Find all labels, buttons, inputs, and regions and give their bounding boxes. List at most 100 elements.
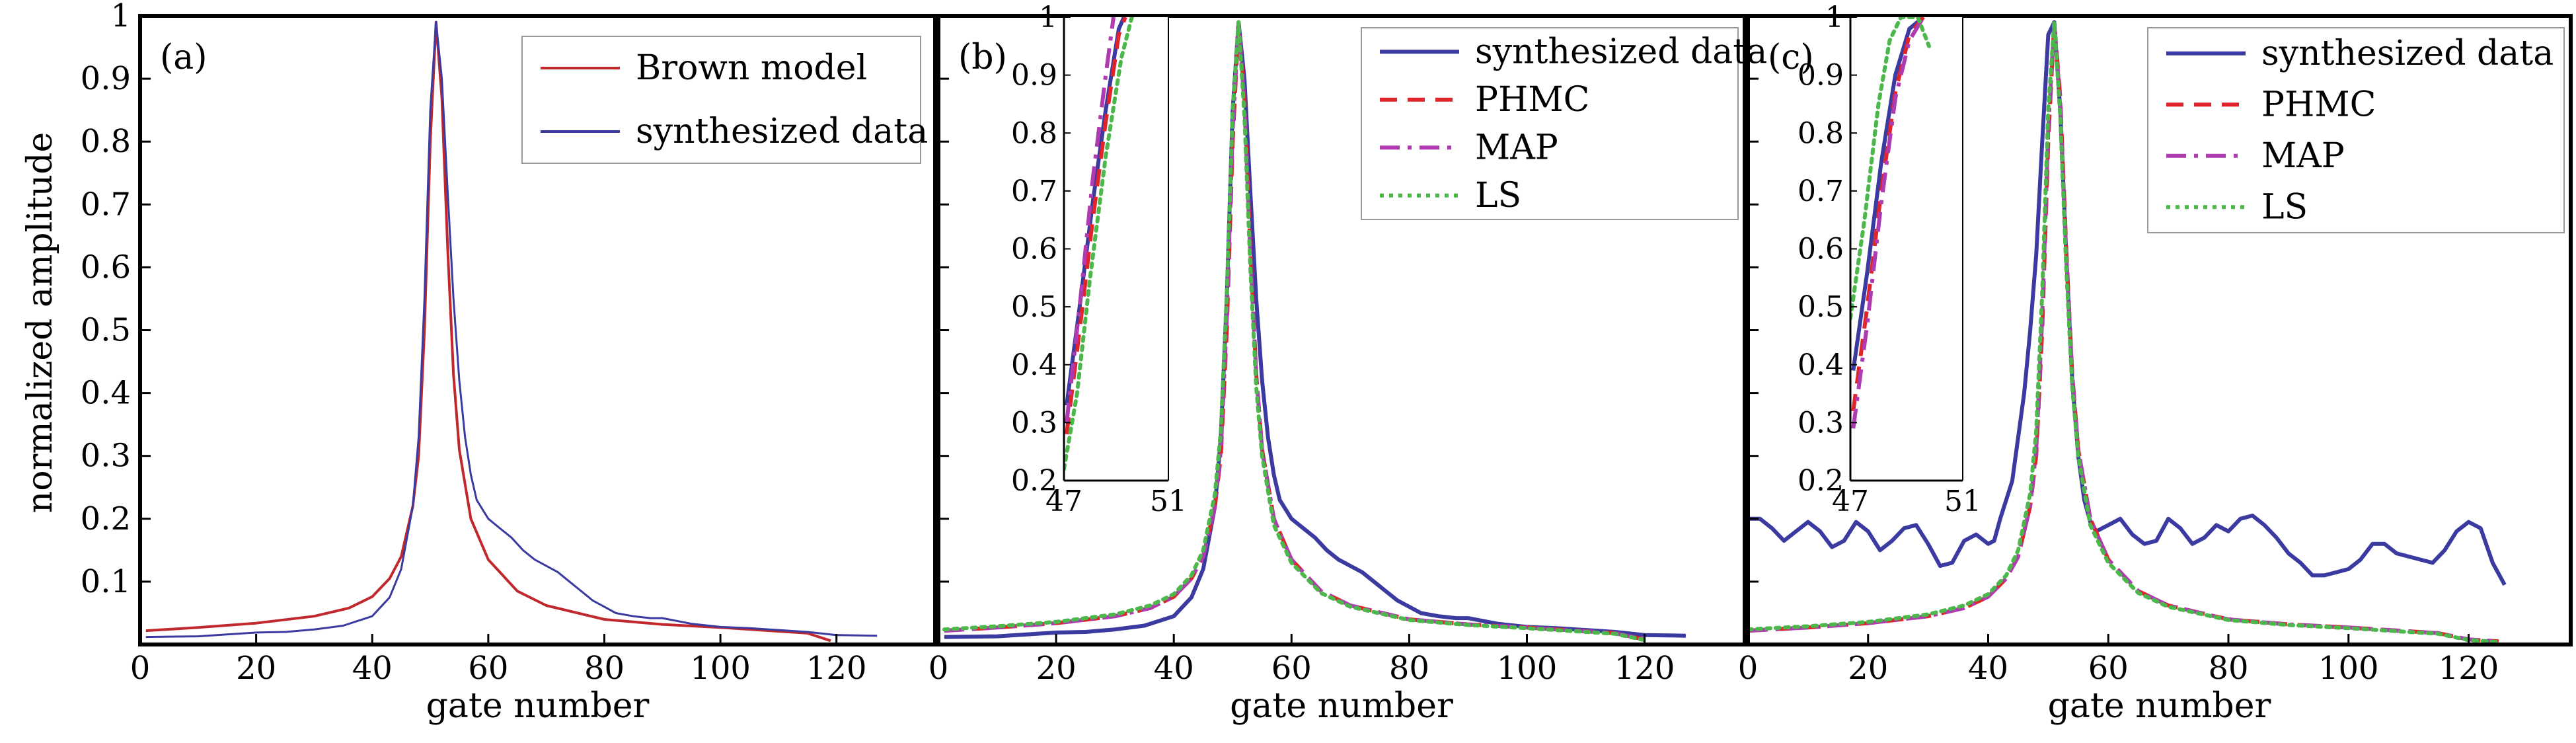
y-tick-label: 0.1 [81, 563, 131, 600]
inset-x-tick-label: 51 [1150, 485, 1187, 518]
x-tick-label: 60 [468, 650, 508, 687]
series-line-ls [942, 20, 1647, 643]
inset-y-tick-label: 0.4 [1798, 348, 1844, 382]
inset-series-line-synthesized-data [1851, 17, 1925, 371]
y-tick-label: 0.8 [81, 123, 131, 160]
y-tick-label: 0.5 [81, 312, 131, 349]
legend: Brown model synthesized data [521, 36, 928, 164]
x-axis-title: gate number [1230, 686, 1453, 726]
legend-box [1361, 27, 1739, 220]
legend-label-synthesized-data: synthesized data [1475, 32, 1767, 71]
inset-y-tick-label: 1 [1039, 1, 1057, 34]
inset-series-line-ls [1064, 17, 1134, 471]
series-line-ls [1748, 20, 2501, 645]
panel-label: (a) [160, 38, 208, 77]
inset-x-tick-label: 47 [1045, 485, 1082, 518]
inset-background [1064, 17, 1168, 481]
inset-series-line-phmc [1851, 17, 1925, 412]
legend-box [2147, 27, 2565, 233]
legend-label-synthesized-data: synthesized data [636, 112, 928, 151]
legend-box [521, 36, 921, 164]
inset-y-tick-label: 0.9 [1011, 59, 1057, 93]
inset-y-tick-label: 0.5 [1798, 290, 1844, 324]
x-tick-label: 60 [1271, 650, 1312, 687]
x-tick-label: 80 [2208, 650, 2248, 687]
panel-label: (b) [958, 38, 1007, 77]
x-tick-label: 100 [690, 650, 751, 687]
inset-y-tick-label: 0.6 [1011, 233, 1057, 266]
y-tick-label: 0.6 [81, 249, 131, 286]
x-axis-title: gate number [426, 686, 650, 726]
inset-x-tick-label: 51 [1944, 485, 1981, 518]
inset-y-tick-label: 0.6 [1798, 233, 1844, 266]
x-tick-label: 40 [352, 650, 393, 687]
y-tick-label: 0.3 [81, 438, 131, 475]
inset-y-tick-label: 0.8 [1798, 116, 1844, 150]
legend: synthesized data PHMC MAP LS [1361, 27, 1767, 220]
legend-label-map: MAP [2261, 136, 2345, 176]
inset-series-group [1850, 17, 1931, 429]
inset-y-tick-label: 1 [1825, 1, 1844, 34]
inset-background [1850, 17, 1963, 481]
inset-series-line-ls [1850, 17, 1931, 321]
x-tick-label: 60 [2088, 650, 2129, 687]
legend-label-phmc: PHMC [2261, 85, 2376, 124]
series-group [145, 20, 878, 643]
inset-y-tick-label: 0.2 [1798, 464, 1844, 498]
x-tick-label: 120 [2439, 650, 2499, 687]
inset-series-line-map [1851, 17, 1926, 429]
legend-label-ls: LS [1475, 176, 1521, 215]
x-tick-label: 120 [1614, 650, 1675, 687]
x-tick-label: 80 [584, 650, 625, 687]
x-tick-label: 20 [236, 650, 276, 687]
inset-y-tick-label: 0.7 [1798, 175, 1844, 208]
x-tick-label: 0 [130, 650, 151, 687]
x-tick-label: 20 [1848, 650, 1888, 687]
inset-plot: 0.2 0.3 0.4 0.5 0.6 0.7 0.8 0.9 1 47 51 [1011, 1, 1187, 518]
inset-y-tick-label: 0.7 [1011, 175, 1057, 208]
inset-series-group [1064, 17, 1134, 471]
x-tick-label: 20 [1036, 650, 1077, 687]
x-tick-label: 100 [1497, 650, 1558, 687]
panel-label: (c) [1768, 38, 1814, 77]
inset-y-tick-label: 0.2 [1011, 464, 1057, 498]
y-tick-label: 0.2 [81, 500, 131, 537]
legend-label-synthesized-data: synthesized data [2261, 34, 2554, 73]
inset-y-tick-label: 0.8 [1011, 116, 1057, 150]
inset-series-line-map [1065, 17, 1116, 423]
y-tick-label: 1 [110, 0, 131, 34]
x-tick-label: 80 [1389, 650, 1429, 687]
inset-plot: 0.2 0.3 0.4 0.5 0.6 0.7 0.8 0.9 1 47 51 [1798, 1, 1981, 518]
series-line-synthesized-data [944, 20, 1686, 639]
x-tick-label: 120 [806, 650, 867, 687]
y-tick-label: 0.9 [81, 60, 131, 97]
y-tick-label: 0.7 [81, 186, 131, 223]
x-tick-label: 40 [1154, 650, 1194, 687]
x-axis-title: gate number [2048, 686, 2271, 726]
series-group [942, 20, 1686, 643]
x-tick-label: 0 [1738, 650, 1759, 687]
legend-label-brown-model: Brown model [636, 48, 867, 88]
legend-label-phmc: PHMC [1475, 80, 1589, 120]
inset-y-tick-label: 0.9 [1798, 59, 1844, 93]
panel-a: 0 20 40 60 80 100 120 0.1 0.2 0.3 0.4 0.5 0.6 0.7 0.8 0… [81, 0, 937, 726]
legend: synthesized data PHMC MAP LS [2147, 27, 2565, 233]
y-tick-label: 0.4 [81, 375, 131, 412]
x-tick-label: 40 [1968, 650, 2008, 687]
series-line-synthesized-data [145, 21, 878, 639]
inset-y-tick-label: 0.3 [1011, 406, 1057, 440]
x-tick-label: 0 [928, 650, 949, 687]
inset-y-tick-label: 0.5 [1011, 290, 1057, 324]
legend-label-map: MAP [1475, 128, 1558, 167]
legend-label-ls: LS [2261, 187, 2308, 227]
inset-series-line-phmc [1065, 17, 1127, 435]
series-group [1748, 20, 2507, 645]
y-axis-title: normalized amplitude [20, 132, 60, 514]
inset-x-tick-label: 47 [1832, 485, 1869, 518]
x-tick-label: 100 [2318, 650, 2379, 687]
inset-y-tick-label: 0.4 [1011, 348, 1057, 382]
